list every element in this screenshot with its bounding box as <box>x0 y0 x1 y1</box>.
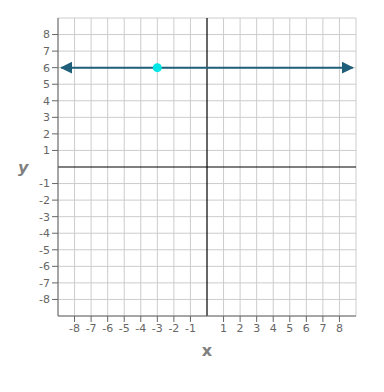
svg-text:-6: -6 <box>39 260 50 273</box>
svg-text:4: 4 <box>43 95 50 108</box>
svg-text:-3: -3 <box>152 322 163 335</box>
svg-text:-5: -5 <box>39 244 50 257</box>
svg-text:y: y <box>18 158 29 177</box>
svg-text:-4: -4 <box>135 322 146 335</box>
svg-text:-8: -8 <box>39 293 50 306</box>
svg-text:7: 7 <box>43 45 50 58</box>
svg-text:8: 8 <box>43 28 50 41</box>
svg-text:4: 4 <box>270 322 277 335</box>
svg-text:7: 7 <box>319 322 326 335</box>
svg-text:x: x <box>202 341 213 360</box>
svg-text:-4: -4 <box>39 227 50 240</box>
svg-text:8: 8 <box>336 322 343 335</box>
svg-text:-7: -7 <box>86 322 97 335</box>
svg-text:3: 3 <box>253 322 260 335</box>
svg-text:-1: -1 <box>39 177 50 190</box>
svg-text:-2: -2 <box>39 194 50 207</box>
svg-text:-6: -6 <box>102 322 113 335</box>
svg-text:-2: -2 <box>168 322 179 335</box>
svg-text:-7: -7 <box>39 277 50 290</box>
svg-text:3: 3 <box>43 111 50 124</box>
svg-text:6: 6 <box>303 322 310 335</box>
svg-text:-8: -8 <box>69 322 80 335</box>
svg-text:2: 2 <box>43 128 50 141</box>
svg-text:2: 2 <box>237 322 244 335</box>
svg-text:5: 5 <box>286 322 293 335</box>
svg-text:-1: -1 <box>185 322 196 335</box>
svg-text:1: 1 <box>43 144 50 157</box>
svg-text:-5: -5 <box>119 322 130 335</box>
svg-text:1: 1 <box>220 322 227 335</box>
svg-text:5: 5 <box>43 78 50 91</box>
svg-text:6: 6 <box>43 62 50 75</box>
svg-text:-3: -3 <box>39 211 50 224</box>
